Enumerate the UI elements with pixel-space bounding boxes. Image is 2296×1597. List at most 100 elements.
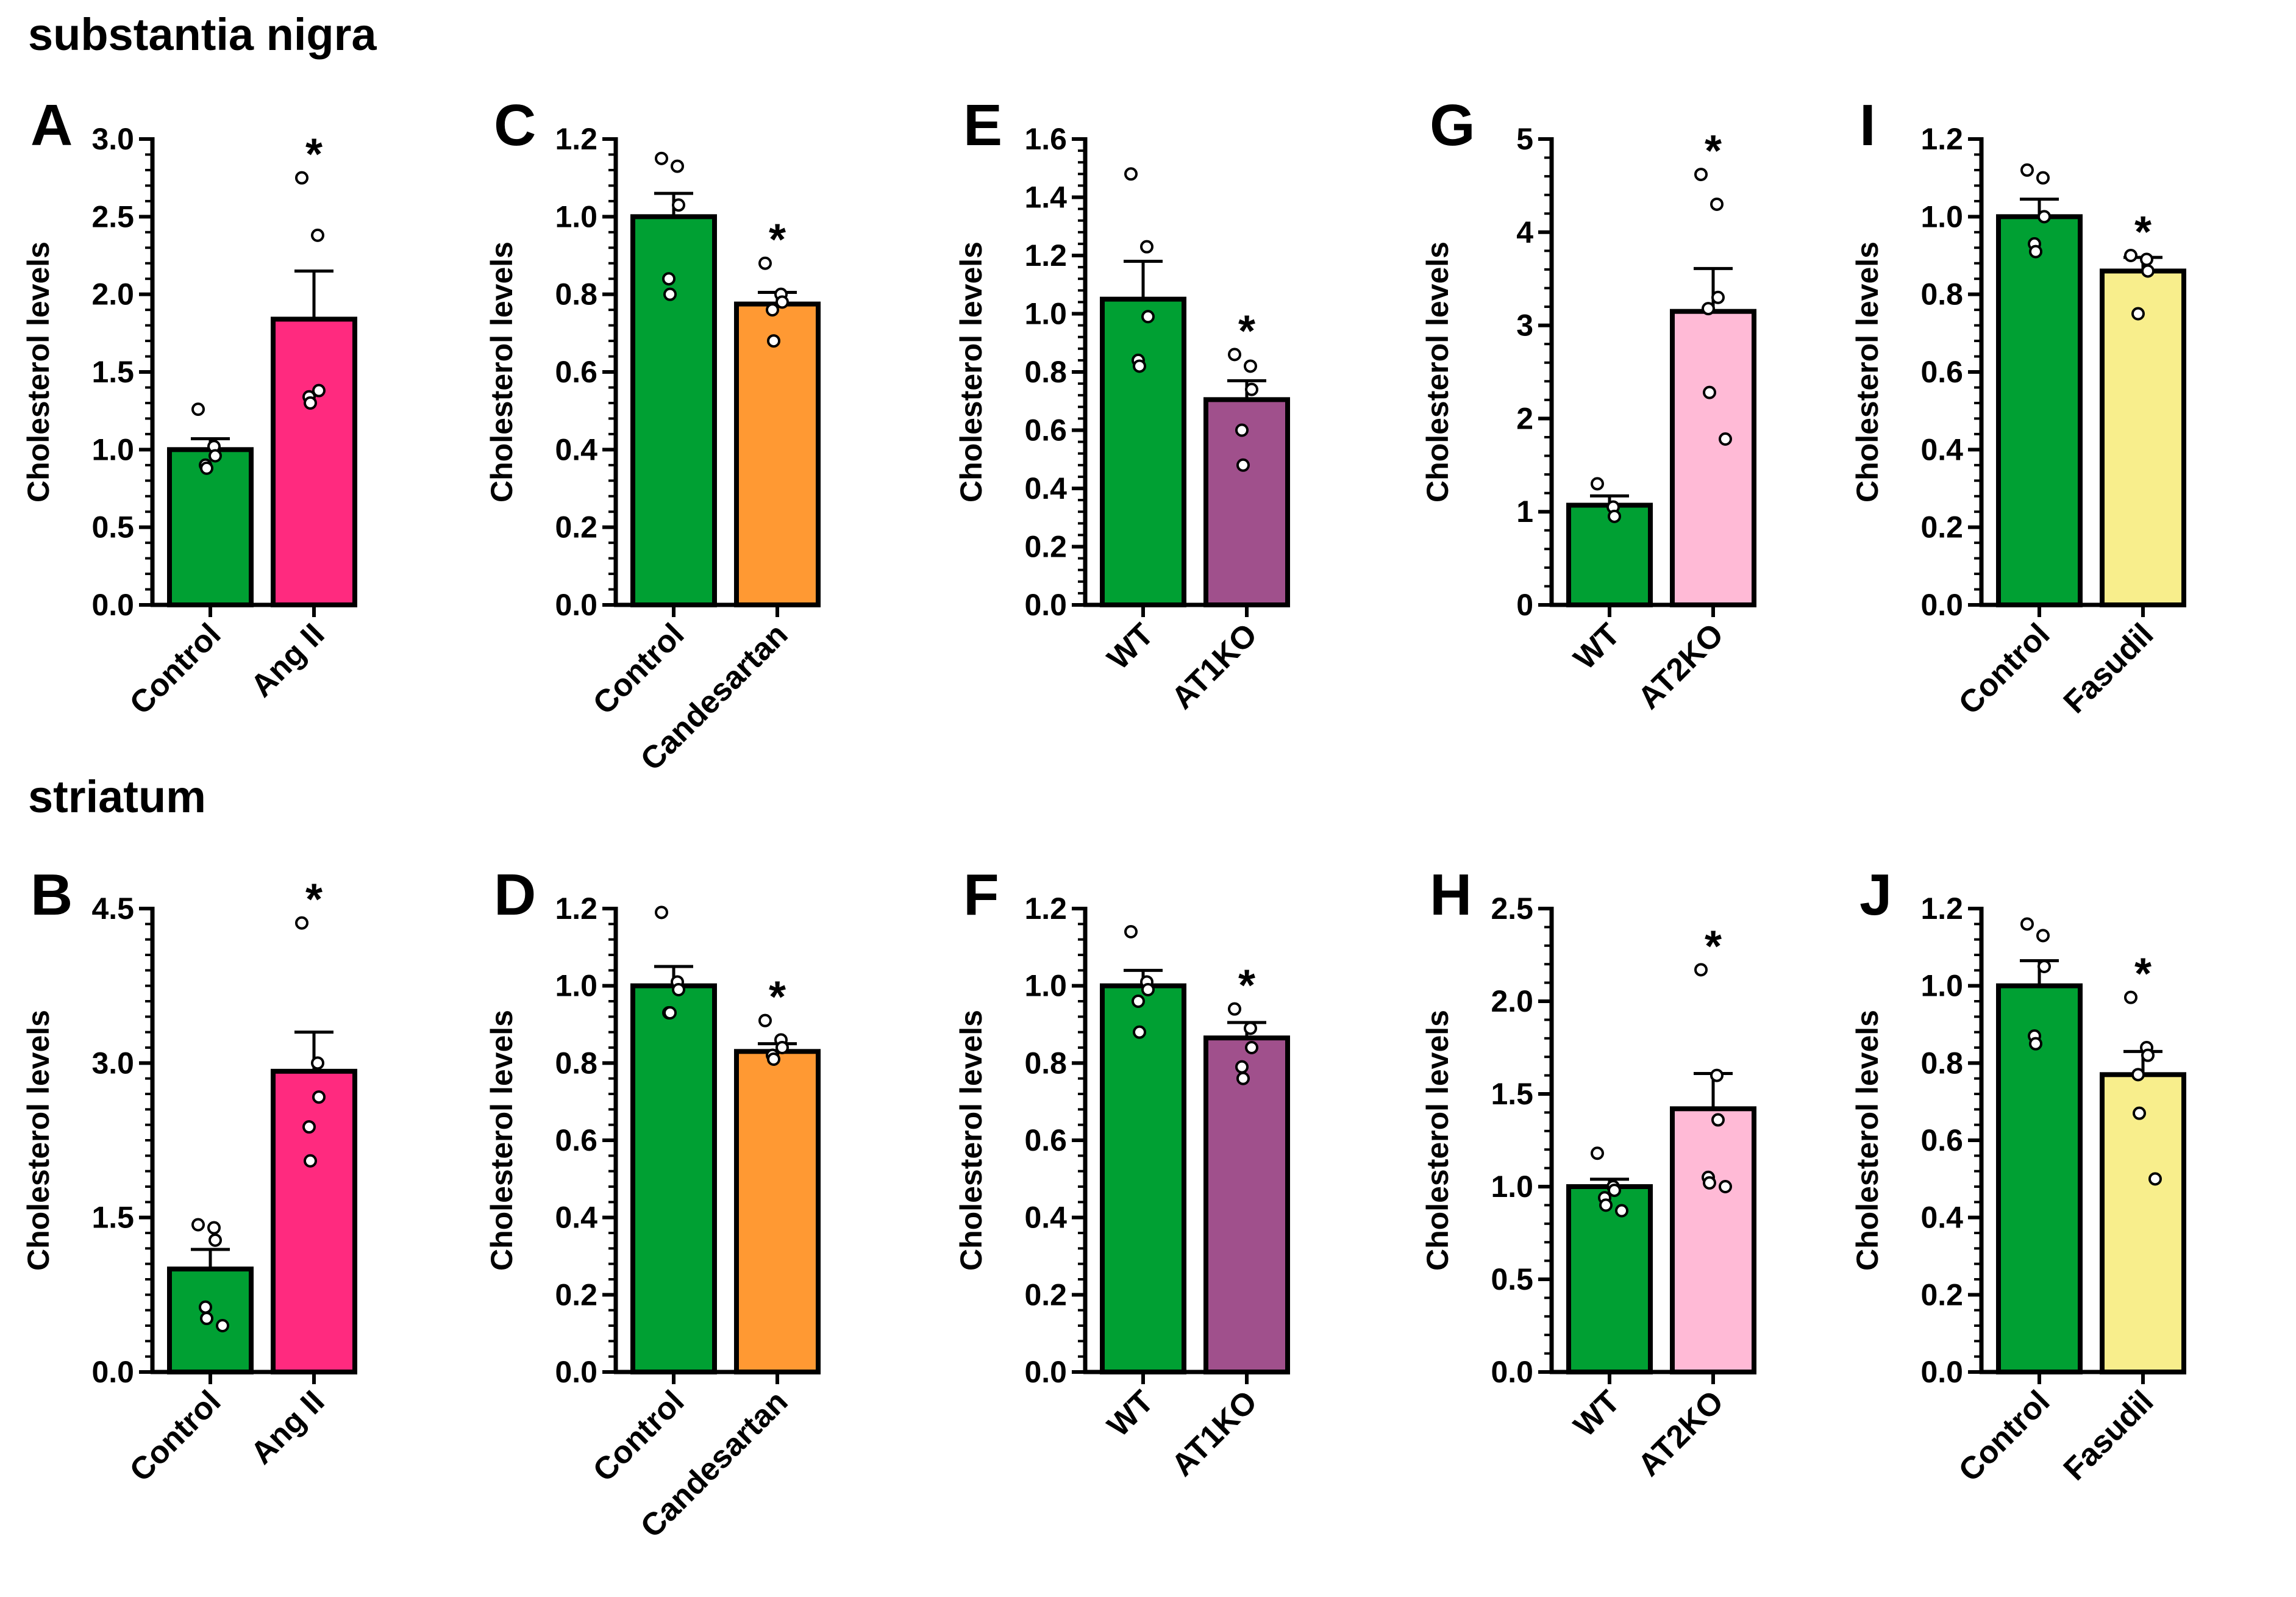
y-tick-label: 1.0	[91, 432, 134, 466]
data-point	[2141, 264, 2155, 278]
data-point	[672, 983, 685, 996]
bar-control	[1996, 214, 2083, 608]
data-point	[2029, 245, 2042, 259]
data-point	[662, 272, 676, 286]
y-tick-label: 0.2	[1920, 1277, 1963, 1312]
data-point	[1133, 1025, 1146, 1039]
data-point	[295, 171, 308, 185]
data-point	[1236, 1071, 1250, 1085]
panel-a: A 0.0 0.5 1.0 1.5 2.0 2.5 3.0 Cholesterol levels…	[21, 93, 357, 721]
y-tick-label: 0.0	[1024, 588, 1067, 622]
x-category-label: WT	[1100, 1384, 1160, 1443]
y-tick-label: 1.0	[1024, 297, 1067, 331]
data-point	[2029, 1037, 2042, 1051]
bar-ang-ii	[271, 316, 357, 607]
panel-letter: G	[1430, 93, 1475, 158]
y-axis-label: Cholesterol levels	[954, 241, 988, 502]
y-tick-label: 1.2	[1920, 122, 1963, 156]
bar-wt	[1100, 296, 1186, 607]
panel-c: C 0.0 0.2 0.4 0.6 0.8 1.0 1.2 Cholesterol levels…	[485, 93, 821, 777]
data-point	[302, 1120, 316, 1134]
significance-star: *	[2134, 950, 2152, 999]
data-point	[207, 1221, 221, 1235]
y-axis-label: Cholesterol levels	[954, 1010, 988, 1271]
y-tick-label: 0.0	[91, 588, 134, 622]
data-point	[2020, 163, 2034, 177]
x-category-label: Control	[123, 1384, 228, 1488]
y-tick-label: 0.8	[555, 1046, 597, 1080]
data-point	[1615, 1204, 1628, 1218]
y-tick-label: 1.2	[1024, 891, 1067, 926]
panel-i: I 0.0 0.2 0.4 0.6 0.8 1.0 1.2 Cholesterol levels…	[1850, 93, 2186, 721]
data-point	[767, 1052, 780, 1066]
y-tick-label: 1	[1516, 495, 1533, 529]
data-point	[1141, 310, 1155, 324]
data-point	[1124, 925, 1138, 938]
y-tick-label: 1.0	[1920, 969, 1963, 1003]
panel-e: E 0.0 0.2 0.4 0.6 0.8 1.0 1.2 1.4 1.6 Cholesterol …	[954, 93, 1290, 716]
data-point	[209, 449, 222, 463]
data-point	[1591, 1146, 1604, 1160]
data-point	[2038, 210, 2051, 224]
bar-at1ko	[1203, 1035, 1290, 1374]
data-point	[1244, 359, 1257, 373]
y-tick-label: 1.5	[91, 355, 134, 389]
y-tick-label: 0.5	[91, 510, 134, 545]
significance-star: *	[769, 216, 786, 265]
data-point	[304, 396, 317, 410]
y-tick-label: 2.5	[1491, 891, 1533, 926]
data-point	[1245, 1041, 1258, 1054]
bar-wt	[1566, 1184, 1653, 1374]
y-tick-label: 0.2	[1024, 1277, 1067, 1312]
y-axis-label: Cholesterol levels	[1850, 1010, 1884, 1271]
x-category-label: Ang II	[244, 616, 331, 704]
panel-letter: H	[1430, 862, 1472, 927]
x-category-label: Control	[1952, 1384, 2057, 1488]
bar-wt	[1100, 983, 1186, 1374]
y-tick-label: 2.0	[1491, 984, 1533, 1018]
panel-letter: A	[30, 93, 73, 158]
panel-letter: I	[1859, 93, 1876, 158]
y-axis-label: Cholesterol levels	[1421, 1010, 1455, 1271]
y-axis-label: Cholesterol levels	[1850, 241, 1884, 502]
y-tick-label: 0.6	[1024, 1123, 1067, 1157]
data-point	[1608, 509, 1621, 523]
x-category-label: Control	[586, 1384, 691, 1488]
y-tick-label: 0.5	[1491, 1262, 1533, 1296]
bar-control	[1996, 983, 2083, 1374]
x-category-label: WT	[1100, 616, 1160, 676]
data-point	[1591, 477, 1604, 491]
y-axis-label: Cholesterol levels	[485, 1010, 519, 1271]
data-point	[1703, 1176, 1716, 1190]
y-tick-label: 0	[1516, 588, 1533, 622]
data-point	[758, 256, 772, 270]
data-point	[200, 1312, 213, 1326]
y-tick-label: 0.4	[1024, 471, 1067, 506]
data-point	[1703, 385, 1716, 399]
y-axis-label: Cholesterol levels	[21, 241, 55, 502]
y-tick-label: 2.0	[91, 277, 134, 312]
y-tick-label: 2.5	[91, 199, 134, 234]
data-point	[663, 287, 677, 301]
y-tick-label: 1.0	[555, 969, 597, 1003]
y-tick-label: 0.4	[1920, 432, 1963, 466]
significance-star: *	[1238, 962, 1255, 1010]
data-point	[1235, 1060, 1249, 1074]
data-point	[1702, 302, 1715, 316]
y-tick-label: 1.0	[1920, 199, 1963, 234]
data-point	[2036, 171, 2050, 185]
data-point	[1244, 1021, 1257, 1035]
y-tick-label: 0.6	[1920, 1123, 1963, 1157]
y-tick-label: 0.0	[91, 1355, 134, 1389]
data-point	[216, 1319, 229, 1332]
x-category-label: WT	[1567, 616, 1627, 676]
y-tick-label: 4	[1516, 215, 1533, 249]
y-tick-label: 1.2	[1024, 238, 1067, 273]
panel-g: G 0 1 2 3 4 5 Cholesterol levels WT * AT2KO	[1421, 93, 1756, 716]
panel-letter: E	[963, 93, 1002, 158]
y-tick-label: 0.8	[1024, 355, 1067, 389]
y-tick-label: 0.4	[555, 1201, 597, 1235]
significance-star: *	[2134, 208, 2152, 257]
significance-star: *	[305, 130, 323, 179]
